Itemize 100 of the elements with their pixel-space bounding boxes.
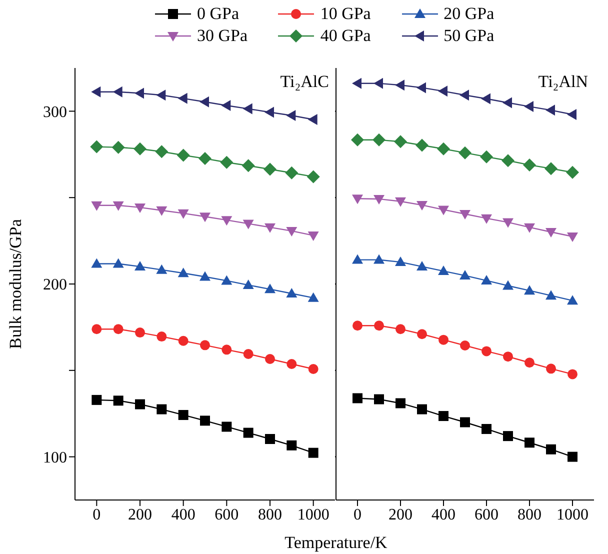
point bbox=[524, 358, 534, 368]
point bbox=[200, 271, 210, 281]
point bbox=[372, 133, 386, 146]
point bbox=[221, 275, 232, 285]
y-axis-title: Bulk modulus/GPa bbox=[6, 219, 26, 349]
x-tick-label: 600 bbox=[214, 506, 239, 524]
point bbox=[112, 140, 125, 154]
point bbox=[568, 369, 578, 380]
point bbox=[200, 96, 209, 108]
point bbox=[352, 320, 362, 331]
point bbox=[546, 364, 556, 374]
point bbox=[134, 88, 144, 99]
point bbox=[352, 393, 362, 404]
point bbox=[156, 90, 166, 101]
point bbox=[135, 399, 145, 410]
y-tick-label: 300 bbox=[43, 104, 67, 121]
point bbox=[482, 424, 492, 434]
point bbox=[112, 201, 124, 211]
point bbox=[546, 444, 556, 454]
point bbox=[113, 396, 124, 406]
legend-label: 40 GPa bbox=[320, 26, 371, 46]
point bbox=[222, 344, 232, 355]
point bbox=[567, 295, 578, 305]
point bbox=[306, 170, 320, 184]
point bbox=[134, 142, 146, 156]
x-tick-label: 800 bbox=[518, 506, 542, 524]
point bbox=[566, 166, 579, 179]
point bbox=[481, 275, 492, 285]
point bbox=[264, 106, 274, 118]
point bbox=[374, 394, 384, 404]
point bbox=[502, 280, 514, 290]
point bbox=[176, 148, 190, 162]
point bbox=[286, 110, 296, 122]
point bbox=[222, 422, 232, 432]
point bbox=[396, 324, 406, 334]
point bbox=[396, 398, 406, 408]
point bbox=[460, 210, 470, 220]
point bbox=[568, 452, 578, 462]
point bbox=[458, 146, 472, 160]
x-tick-label: 200 bbox=[128, 506, 152, 524]
y-tick-label: 100 bbox=[43, 449, 67, 466]
point bbox=[416, 261, 428, 271]
point bbox=[502, 154, 514, 168]
point bbox=[395, 256, 406, 266]
point bbox=[374, 78, 383, 89]
point bbox=[91, 86, 101, 98]
point bbox=[502, 97, 512, 108]
point bbox=[178, 336, 188, 346]
legend-label: 50 GPa bbox=[444, 26, 494, 46]
point bbox=[417, 329, 427, 340]
point bbox=[480, 150, 493, 164]
point bbox=[482, 346, 492, 356]
x-tick-label: 800 bbox=[258, 506, 282, 524]
point bbox=[243, 348, 254, 359]
point bbox=[178, 410, 188, 420]
point bbox=[416, 138, 428, 152]
x-tick-label: 0 bbox=[92, 506, 101, 524]
point bbox=[200, 416, 210, 426]
point bbox=[351, 133, 364, 146]
point bbox=[438, 206, 449, 216]
point bbox=[92, 394, 102, 405]
point bbox=[178, 92, 188, 104]
x-tick-label: 400 bbox=[432, 506, 456, 524]
point bbox=[460, 417, 470, 428]
point bbox=[286, 226, 298, 236]
point bbox=[264, 284, 276, 294]
legend-label: 20 GPa bbox=[444, 4, 494, 24]
point bbox=[243, 428, 254, 438]
point bbox=[352, 194, 363, 204]
point bbox=[156, 264, 168, 274]
point bbox=[286, 359, 297, 370]
x-tick-label: 400 bbox=[171, 506, 196, 524]
point bbox=[394, 135, 407, 148]
point bbox=[524, 223, 535, 233]
point bbox=[221, 216, 232, 226]
point bbox=[416, 201, 428, 211]
point bbox=[113, 324, 124, 334]
point bbox=[567, 232, 578, 242]
point bbox=[134, 261, 146, 271]
point bbox=[544, 162, 558, 176]
point bbox=[546, 228, 556, 238]
point bbox=[438, 266, 449, 276]
x-tick-label: 200 bbox=[388, 506, 412, 524]
point bbox=[198, 152, 212, 166]
point bbox=[242, 280, 254, 290]
point bbox=[308, 364, 318, 374]
point bbox=[265, 434, 275, 444]
point bbox=[220, 156, 234, 169]
legend-label: 10 GPa bbox=[320, 4, 371, 24]
point bbox=[460, 90, 469, 101]
annotation: Ti₂AlC bbox=[280, 72, 329, 92]
point bbox=[286, 288, 298, 298]
y-tick-label: 200 bbox=[43, 276, 67, 294]
point bbox=[460, 270, 470, 280]
point bbox=[178, 209, 189, 219]
point bbox=[242, 159, 255, 172]
point bbox=[438, 411, 448, 422]
annotation: Ti₂AlN bbox=[538, 72, 588, 92]
point bbox=[200, 212, 210, 222]
point bbox=[112, 258, 124, 268]
